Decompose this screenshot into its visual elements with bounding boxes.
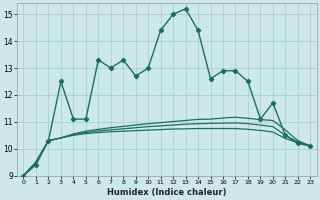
X-axis label: Humidex (Indice chaleur): Humidex (Indice chaleur): [107, 188, 227, 197]
